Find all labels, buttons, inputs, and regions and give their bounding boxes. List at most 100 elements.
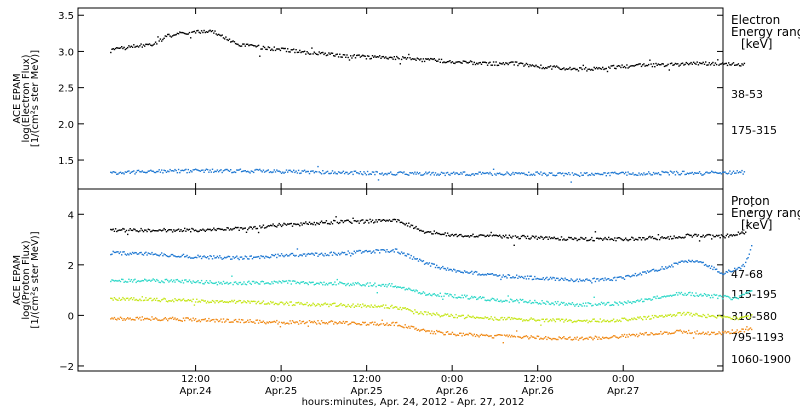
data-point: [268, 46, 271, 49]
data-point: [333, 172, 335, 175]
data-point: [394, 58, 397, 61]
data-point: [467, 174, 469, 176]
data-point: [588, 68, 591, 70]
data-point: [507, 237, 509, 239]
data-point: [393, 324, 395, 327]
data-point: [454, 333, 456, 336]
data-point: [350, 221, 352, 224]
data-point: [144, 278, 146, 280]
data-point: [236, 227, 238, 229]
data-point: [248, 321, 250, 323]
data-point: [466, 294, 468, 297]
data-point: [634, 272, 637, 275]
data-point: [651, 332, 654, 335]
data-point: [313, 284, 315, 286]
data-point: [322, 322, 324, 324]
data-point: [548, 278, 551, 280]
data-point: [612, 239, 615, 241]
data-point: [262, 224, 265, 226]
data-point: [232, 283, 234, 286]
data-point: [679, 329, 681, 331]
data-point: [245, 231, 248, 233]
data-point: [723, 236, 725, 238]
data-point: [559, 279, 561, 281]
data-point: [586, 239, 588, 242]
data-point: [558, 172, 560, 174]
data-point: [196, 281, 198, 283]
data-point: [193, 256, 196, 259]
data-point: [192, 280, 194, 282]
data-point: [140, 299, 142, 302]
data-point: [151, 170, 153, 172]
data-point: [142, 44, 145, 46]
data-point: [572, 321, 575, 323]
data-point: [735, 172, 737, 174]
data-point: [413, 58, 415, 60]
data-point: [658, 64, 661, 66]
data-point: [369, 282, 371, 284]
data-point: [483, 172, 485, 175]
data-point: [644, 174, 646, 176]
data-point: [352, 55, 354, 57]
data-point: [728, 316, 730, 319]
data-point: [247, 258, 249, 260]
data-point: [422, 174, 425, 176]
data-point: [488, 235, 490, 237]
data-point: [507, 172, 509, 174]
data-point: [147, 279, 149, 282]
data-point: [666, 171, 668, 173]
data-point: [207, 228, 209, 230]
data-point: [692, 294, 695, 297]
data-point: [713, 331, 715, 334]
data-point: [517, 300, 519, 302]
data-point: [643, 172, 645, 174]
data-point: [415, 258, 417, 260]
data-point: [151, 299, 153, 302]
data-point: [293, 223, 295, 225]
data-point: [516, 61, 518, 63]
data-point: [209, 228, 211, 231]
data-point: [534, 275, 536, 278]
data-point: [394, 218, 397, 221]
data-point: [690, 61, 692, 64]
data-point: [283, 303, 285, 306]
data-point: [549, 172, 552, 174]
data-point: [193, 281, 196, 283]
data-point: [186, 228, 188, 230]
data-point: [136, 169, 139, 172]
data-point: [291, 304, 294, 307]
data-point: [625, 318, 627, 320]
data-point: [179, 230, 181, 232]
data-point: [709, 267, 712, 269]
data-point: [387, 307, 389, 309]
data-point: [610, 238, 612, 240]
data-point: [161, 319, 163, 321]
data-point: [313, 51, 315, 53]
data-point: [257, 300, 260, 303]
data-point: [259, 225, 261, 227]
data-point: [169, 280, 171, 282]
data-point: [133, 170, 135, 172]
data-point: [357, 172, 359, 174]
data-point: [579, 67, 581, 69]
data-point: [271, 321, 273, 323]
data-point: [261, 226, 263, 228]
data-point: [547, 336, 549, 339]
data-point: [489, 61, 491, 63]
data-point: [200, 30, 203, 32]
data-point: [254, 169, 256, 171]
data-point: [667, 236, 669, 238]
data-point: [113, 230, 116, 232]
data-point: [144, 45, 146, 47]
data-point: [587, 174, 589, 177]
data-point: [262, 320, 265, 322]
data-point: [437, 173, 439, 175]
data-point: [488, 299, 490, 301]
data-point: [255, 256, 257, 258]
data-point: [374, 221, 376, 223]
data-point: [380, 57, 382, 59]
data-point: [492, 234, 495, 236]
data-point: [363, 305, 365, 307]
data-point: [113, 280, 116, 282]
data-point: [410, 224, 412, 226]
